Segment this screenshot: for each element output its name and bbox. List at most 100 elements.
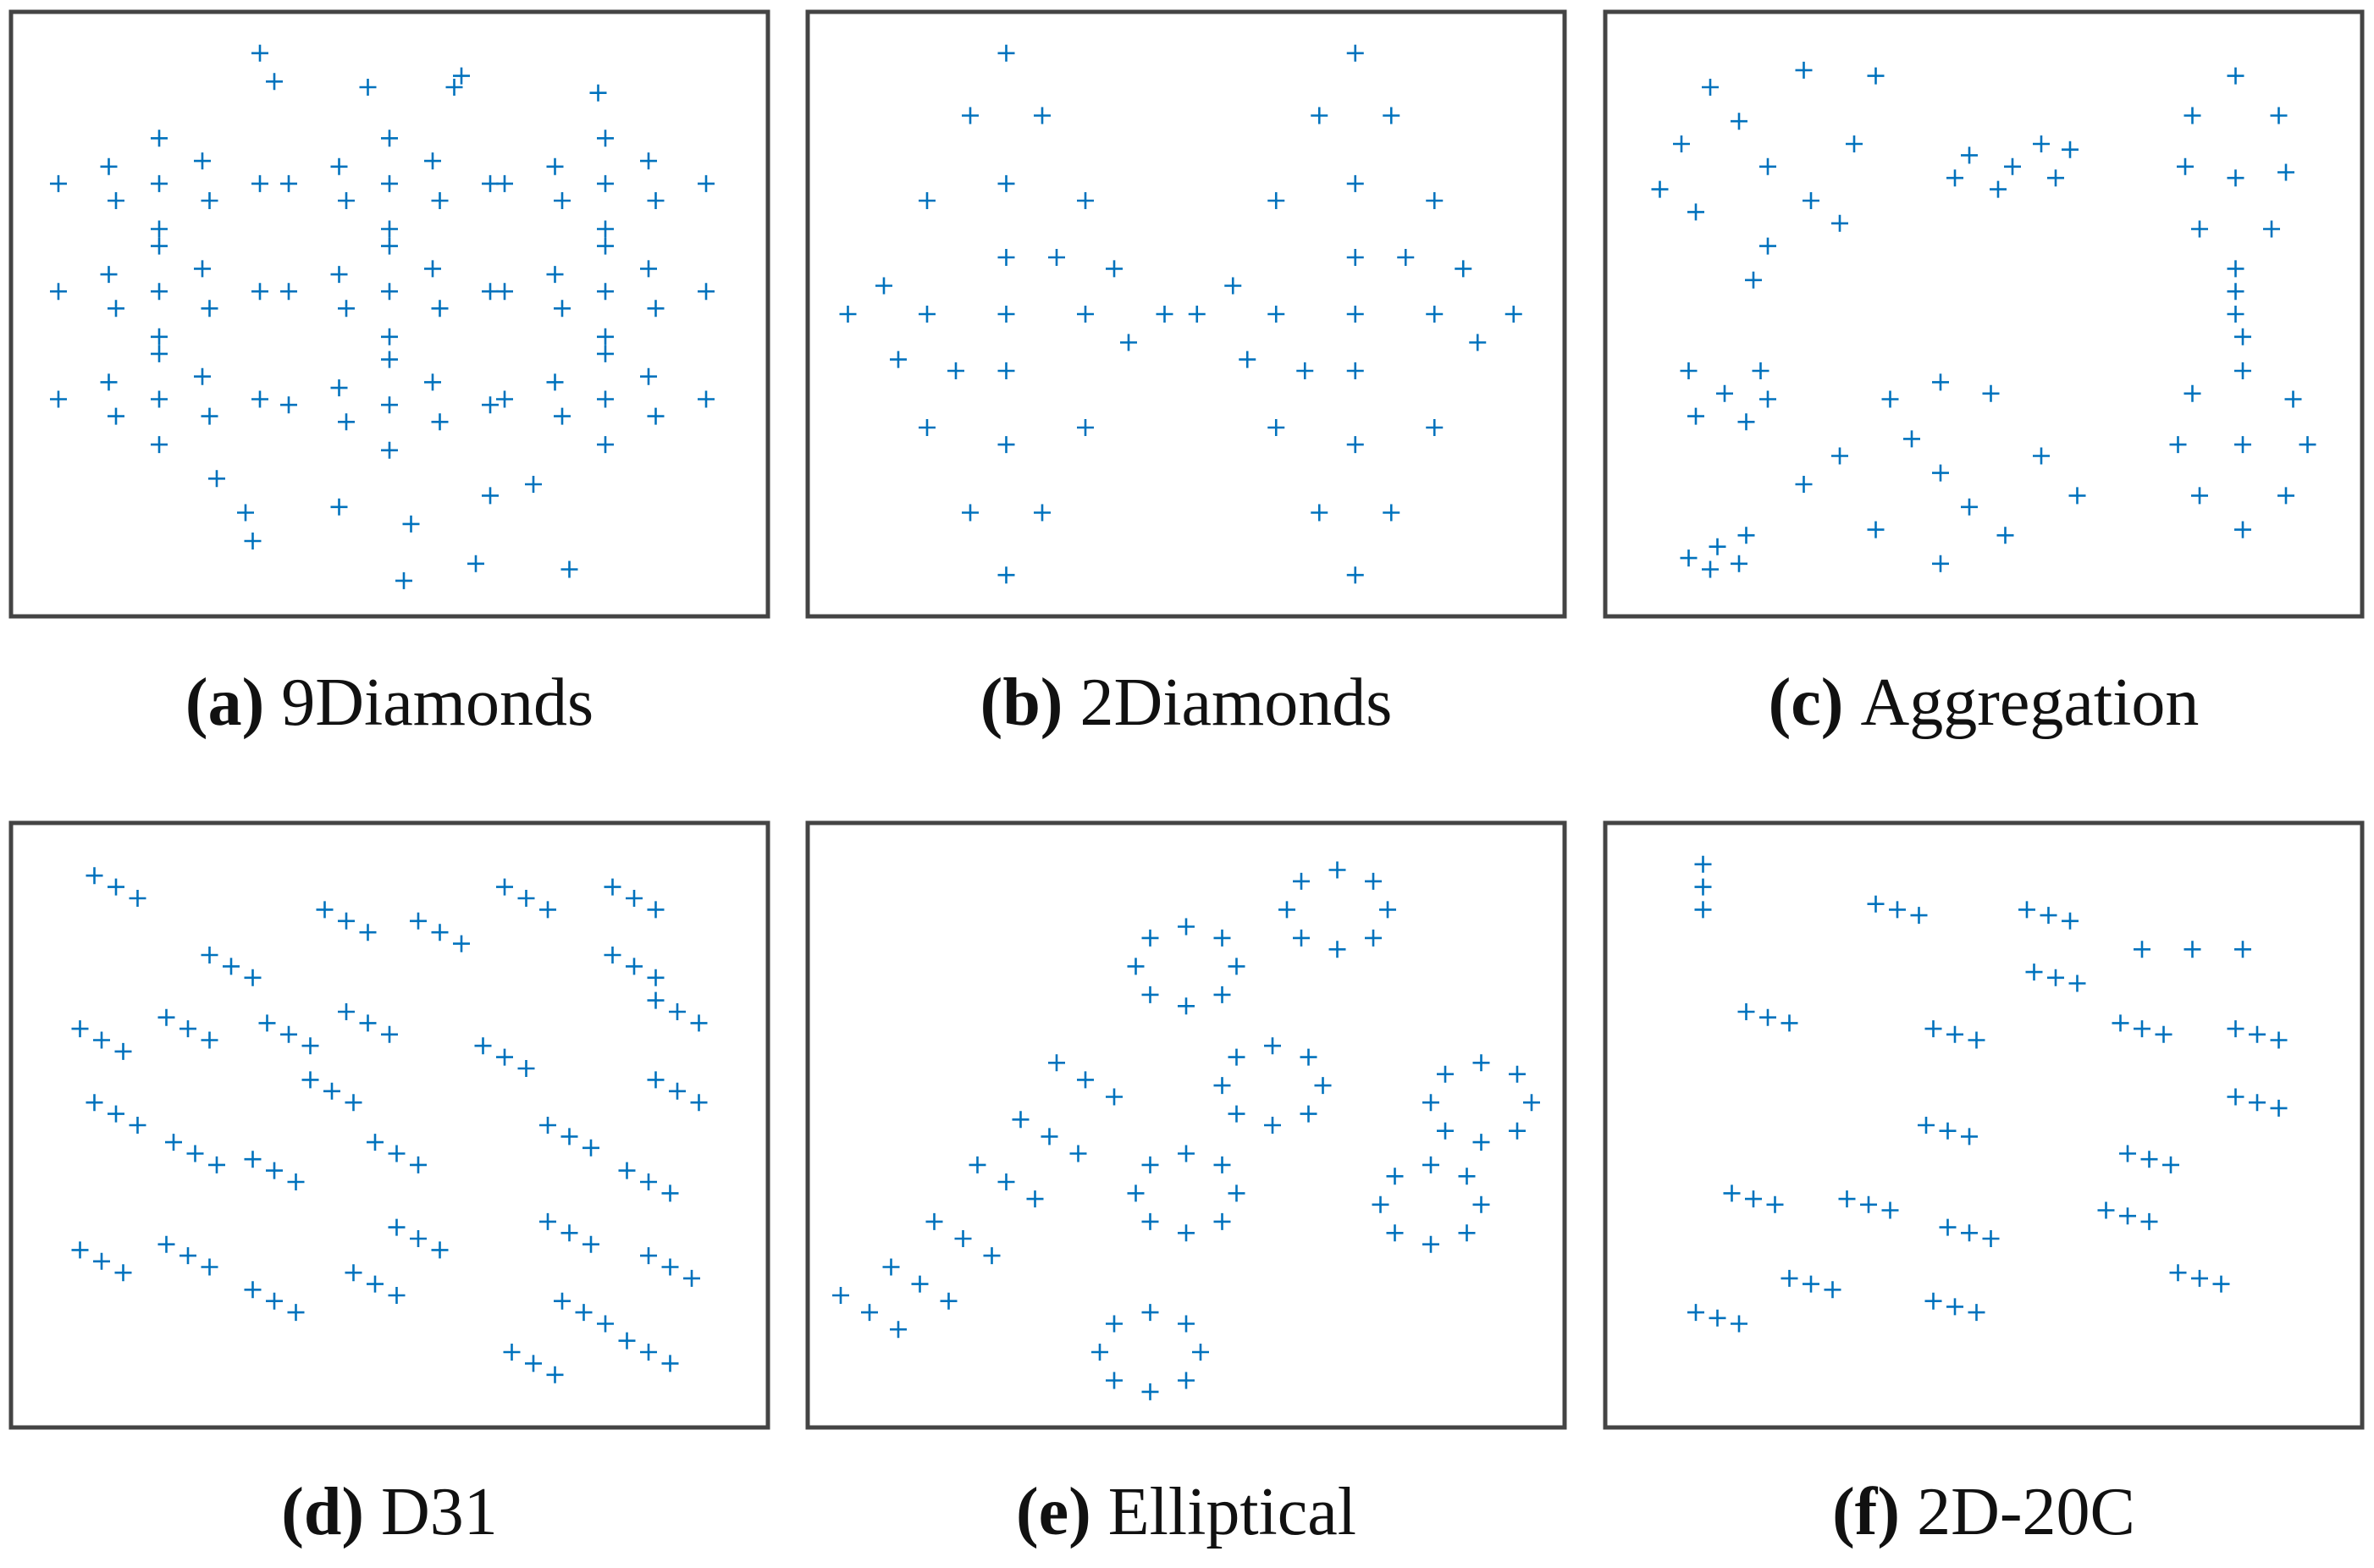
point [875, 277, 892, 295]
point [474, 1037, 492, 1055]
point [2119, 1207, 2136, 1225]
point [381, 441, 398, 459]
point [381, 283, 398, 301]
caption-title: 2Diamonds [1079, 665, 1392, 740]
point [997, 436, 1015, 454]
point [381, 396, 398, 414]
point [2191, 220, 2208, 238]
point [151, 390, 168, 408]
point [1426, 306, 1444, 323]
point [690, 1014, 708, 1032]
point [1077, 419, 1094, 436]
point [453, 935, 470, 952]
point [589, 84, 607, 102]
point [151, 345, 168, 362]
panel: (a) 9Diamonds [8, 9, 770, 740]
point [208, 470, 225, 488]
point [395, 571, 412, 589]
point [1795, 476, 1813, 493]
point [301, 1071, 319, 1089]
panel-frame [805, 820, 1567, 1430]
point [1867, 521, 1885, 538]
point [1041, 1128, 1058, 1146]
point [1314, 1077, 1332, 1095]
point [2004, 157, 2021, 175]
point [560, 1224, 578, 1242]
point [482, 283, 499, 301]
point [93, 1031, 110, 1049]
point [618, 1332, 636, 1350]
caption-title: Aggregation [1860, 665, 2199, 740]
point [582, 1139, 599, 1157]
point [201, 947, 218, 963]
point [251, 44, 268, 62]
point [997, 306, 1015, 323]
point [100, 373, 118, 391]
point [424, 152, 441, 170]
point [597, 220, 614, 238]
point [1723, 1184, 1741, 1202]
point [1737, 413, 1755, 431]
point [1504, 306, 1522, 323]
point [1523, 1094, 1540, 1112]
point [1968, 1304, 1985, 1322]
point [1300, 1105, 1317, 1123]
point [251, 283, 268, 301]
point [151, 220, 168, 238]
point [1264, 1037, 1281, 1055]
point [194, 367, 211, 385]
point [1961, 1224, 1978, 1242]
point [554, 300, 571, 317]
point [997, 362, 1015, 379]
point [661, 1184, 679, 1202]
point [1803, 1275, 1819, 1293]
point [108, 300, 124, 317]
point [1680, 362, 1698, 379]
point [129, 890, 146, 907]
point [496, 283, 513, 301]
point [997, 249, 1015, 266]
point [597, 283, 614, 301]
caption-label: (f) [1832, 1475, 1900, 1549]
point [647, 300, 665, 317]
point [1946, 1025, 1963, 1043]
point [114, 1264, 132, 1282]
point [1213, 929, 1231, 947]
point [330, 157, 348, 175]
point [2062, 141, 2079, 158]
point [539, 1117, 556, 1134]
point [618, 1162, 636, 1179]
point [2234, 436, 2251, 454]
caption-title: Elliptical [1108, 1475, 1356, 1549]
point [179, 1020, 196, 1038]
point [2227, 67, 2244, 85]
point [1293, 872, 1310, 890]
point [1458, 1168, 1476, 1185]
panel-frame [1603, 820, 2365, 1430]
point [2227, 260, 2244, 278]
point [1077, 306, 1094, 323]
panel-frame [8, 9, 770, 619]
point [575, 1304, 593, 1322]
point [1239, 351, 1256, 368]
point [640, 260, 657, 278]
point [2119, 1145, 2136, 1162]
point [1759, 390, 1776, 408]
point [2227, 1020, 2244, 1038]
caption-title: 9Diamonds [281, 665, 594, 740]
point [1709, 538, 1726, 555]
point [151, 174, 168, 192]
point [2284, 390, 2302, 408]
point [919, 192, 936, 209]
point [496, 1048, 513, 1066]
point [683, 1269, 700, 1287]
point [554, 407, 571, 425]
point [1346, 436, 1364, 454]
point [1267, 419, 1285, 436]
point [997, 174, 1015, 192]
point [1968, 1031, 1985, 1049]
point [1694, 855, 1712, 873]
point [258, 1014, 276, 1032]
caption-title: D31 [381, 1475, 498, 1549]
